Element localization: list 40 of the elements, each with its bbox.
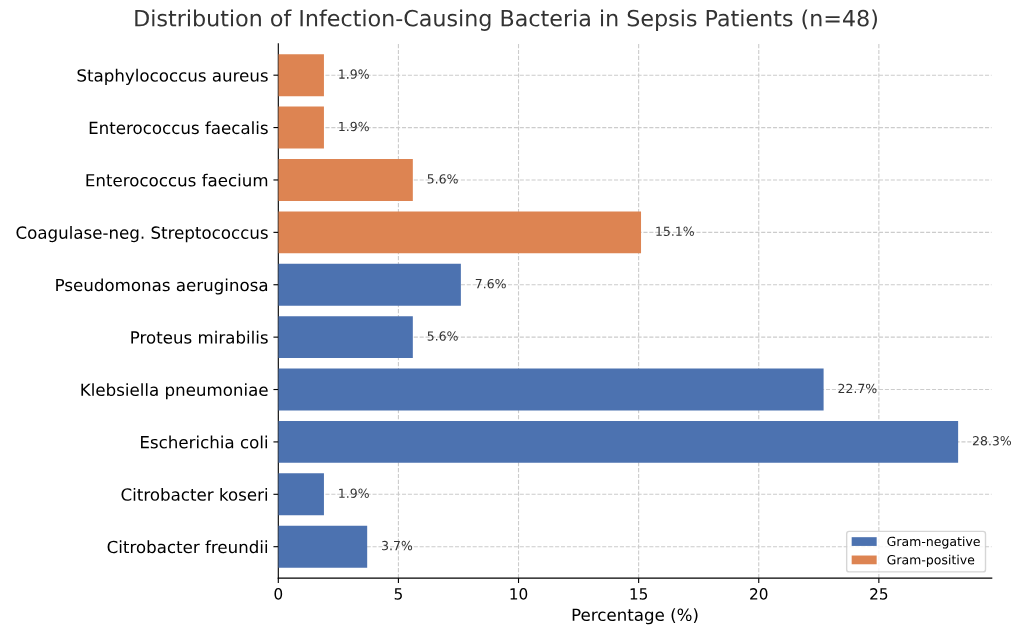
bar — [278, 263, 461, 306]
bar — [278, 106, 324, 149]
y-tick-label: Enterococcus faecalis — [89, 121, 268, 135]
data-label: 22.7% — [838, 383, 877, 394]
x-axis-title: Percentage (%) — [572, 608, 698, 625]
y-tick-label: Citrobacter koseri — [121, 487, 268, 501]
y-tick-label: Enterococcus faecium — [86, 173, 268, 187]
x-tick-label: 20 — [750, 588, 768, 600]
bar — [278, 368, 824, 411]
data-label: 5.6% — [427, 174, 458, 184]
x-tick-label: 15 — [630, 588, 648, 600]
x-tick-label: 10 — [510, 588, 528, 600]
y-tick-label: Klebsiella pneumoniae — [81, 383, 268, 400]
data-label: 1.9% — [339, 121, 369, 132]
y-tick-label: Staphylococcus aureus — [77, 68, 268, 85]
y-tick-label: Coagulase-neg. Streptococcus — [16, 226, 268, 243]
bar — [278, 420, 959, 463]
legend-label: Gram-negative — [887, 536, 980, 549]
bar — [278, 159, 413, 201]
bar — [278, 316, 413, 359]
y-tick-label: Escherichia coli — [141, 435, 268, 449]
bar — [278, 525, 368, 568]
legend-label: Gram-positive — [887, 554, 975, 567]
x-tick-label: 0 — [274, 588, 283, 600]
bar — [278, 54, 324, 97]
data-label: 1.9% — [339, 69, 369, 79]
data-label: 15.1% — [656, 226, 694, 236]
x-tick-label: 5 — [394, 588, 402, 600]
x-tick-label: 25 — [870, 588, 888, 600]
data-label: 28.3% — [972, 436, 1012, 446]
chart-title: Distribution of Infection-Causing Bacteria in Sepsis Patients (n=48) — [135, 9, 877, 31]
y-tick-label: Pseudomonas aeruginosa — [56, 278, 268, 295]
data-label: 1.9% — [339, 488, 369, 498]
bar — [278, 473, 324, 516]
data-label: 5.6% — [427, 331, 458, 341]
bar — [278, 211, 642, 254]
data-label: 7.6% — [475, 278, 506, 289]
data-label: 3.7% — [382, 540, 413, 551]
y-tick-label: Citrobacter freundii — [107, 540, 268, 554]
y-tick-label: Proteus mirabilis — [131, 330, 268, 344]
